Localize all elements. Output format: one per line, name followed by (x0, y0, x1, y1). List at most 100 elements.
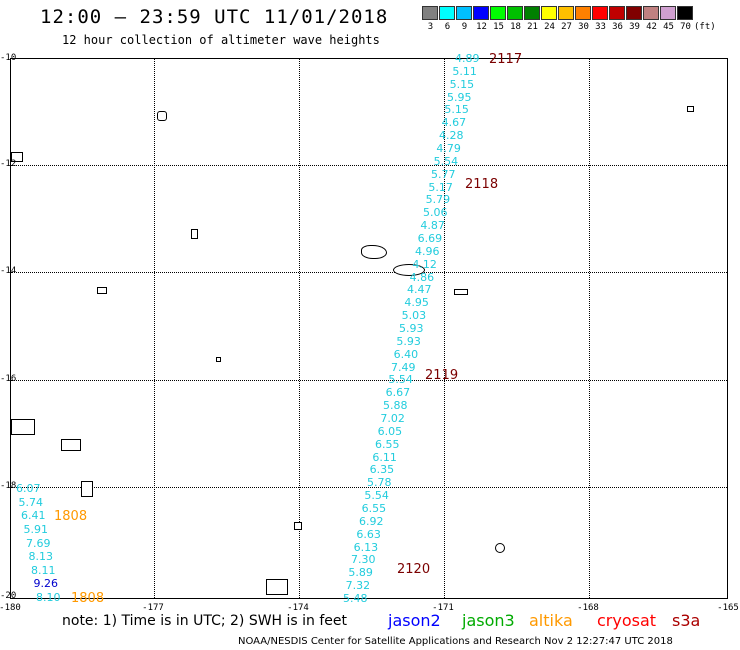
swh-value: 5.48 (343, 592, 368, 605)
grid-line (444, 59, 445, 598)
map-frame (10, 58, 728, 599)
swh-value: 5.93 (396, 334, 421, 348)
lon-label: -168 (577, 603, 599, 613)
island (11, 419, 35, 435)
swh-value: 5.15 (444, 103, 469, 117)
color-swatch (422, 6, 438, 20)
grid-line (11, 165, 727, 166)
color-scale-label: 33 (595, 22, 606, 32)
swh-value: 4.28 (439, 129, 464, 143)
island (216, 357, 221, 362)
color-swatch (626, 6, 642, 20)
island (191, 229, 198, 239)
lon-label: -171 (432, 603, 454, 613)
swh-value: 7.49 (391, 360, 416, 374)
grid-line (154, 59, 155, 598)
swh-value: 6.41 (21, 509, 46, 523)
color-swatch (592, 6, 608, 20)
color-scale-label: 15 (493, 22, 504, 32)
note-text: note: 1) Time is in UTC; 2) SWH is in fe… (62, 613, 348, 629)
swh-value: 4.86 (409, 270, 435, 284)
swh-value: 4.95 (404, 296, 429, 310)
swh-value: 5.74 (18, 495, 44, 509)
island (393, 264, 425, 276)
swh-value: 4.79 (436, 142, 461, 155)
swh-value: 5.93 (399, 322, 424, 335)
pass-label: 2117 (489, 52, 523, 67)
island (361, 245, 387, 259)
pass-label: 1808 (71, 591, 105, 606)
island (157, 111, 167, 121)
lat-label: -18 (0, 481, 17, 491)
swh-value: 4.96 (415, 244, 440, 258)
map-title: 12:00 – 23:59 UTC 11/01/2018 (40, 6, 389, 28)
island (454, 289, 468, 295)
swh-value: 5.11 (452, 64, 477, 78)
lat-label: -10 (0, 53, 17, 63)
island (266, 579, 288, 595)
swh-value: 8.10 (36, 591, 61, 604)
color-swatch (439, 6, 455, 20)
grid-line (11, 272, 727, 273)
swh-value: 6.55 (375, 437, 400, 451)
color-scale-label: 27 (561, 22, 572, 32)
color-scale-label: 39 (629, 22, 640, 32)
swh-value: 6.67 (385, 386, 411, 400)
color-scale-label: 9 (461, 22, 468, 32)
color-swatch (490, 6, 506, 20)
island (11, 152, 23, 162)
swh-value: 6.63 (356, 527, 381, 541)
grid-line (299, 59, 300, 598)
swh-value: 6.07 (16, 482, 41, 495)
swh-value: 5.54 (364, 489, 389, 503)
swh-value: 6.40 (393, 347, 419, 361)
color-swatch (575, 6, 591, 20)
grid-line (11, 380, 727, 381)
color-swatch (660, 6, 676, 20)
color-scale-label: 30 (578, 22, 589, 32)
swh-value: 4.87 (420, 219, 445, 233)
swh-value: 5.17 (428, 180, 453, 194)
color-swatch (541, 6, 557, 20)
swh-value: 6.05 (377, 424, 403, 438)
color-swatch (609, 6, 625, 20)
lat-label: -12 (0, 159, 17, 169)
lon-label: -180 (0, 603, 21, 613)
swh-value: 5.91 (23, 522, 49, 536)
legend-s3a: s3a (672, 611, 701, 630)
swh-value: 5.88 (383, 399, 408, 413)
color-scale-label: 36 (612, 22, 623, 32)
grid-line (589, 59, 590, 598)
credit-line: NOAA/NESDIS Center for Satellite Applica… (238, 636, 673, 647)
color-scale-label: 18 (510, 22, 521, 32)
pass-label: 1808 (54, 509, 88, 524)
color-swatch (643, 6, 659, 20)
legend-cryosat: cryosat (597, 611, 657, 630)
lat-label: -14 (0, 266, 17, 276)
color-scale-label: 3 (427, 22, 434, 32)
color-scale-label: 45 (663, 22, 674, 32)
island (97, 287, 107, 294)
color-swatch (558, 6, 574, 20)
lat-label: -20 (0, 591, 17, 601)
color-scale-label: 21 (527, 22, 538, 32)
island (61, 439, 81, 451)
lon-label: -174 (287, 603, 309, 613)
swh-value: 4.67 (441, 116, 467, 130)
swh-value: 5.54 (388, 373, 413, 387)
swh-value: 4.89 (455, 52, 480, 65)
swh-value: 5.15 (449, 77, 475, 91)
swh-value: 4.47 (407, 283, 432, 297)
pass-label: 2120 (397, 562, 431, 577)
color-scale (422, 6, 694, 20)
swh-value: 5.95 (447, 90, 472, 104)
color-scale-labels: 3 6 9 12 15 18 21 24 27 30 33 36 39 42 45 70 (ft) (422, 22, 716, 32)
swh-value: 5.89 (348, 566, 373, 580)
swh-value: 6.35 (369, 463, 395, 477)
swh-value: 9.26 (33, 577, 59, 591)
map-subtitle: 12 hour collection of altimeter wave hei… (62, 33, 380, 47)
color-swatch (456, 6, 472, 20)
swh-value: 6.69 (417, 232, 443, 245)
swh-value: 6.13 (353, 540, 379, 554)
pass-label: 2119 (425, 368, 459, 383)
